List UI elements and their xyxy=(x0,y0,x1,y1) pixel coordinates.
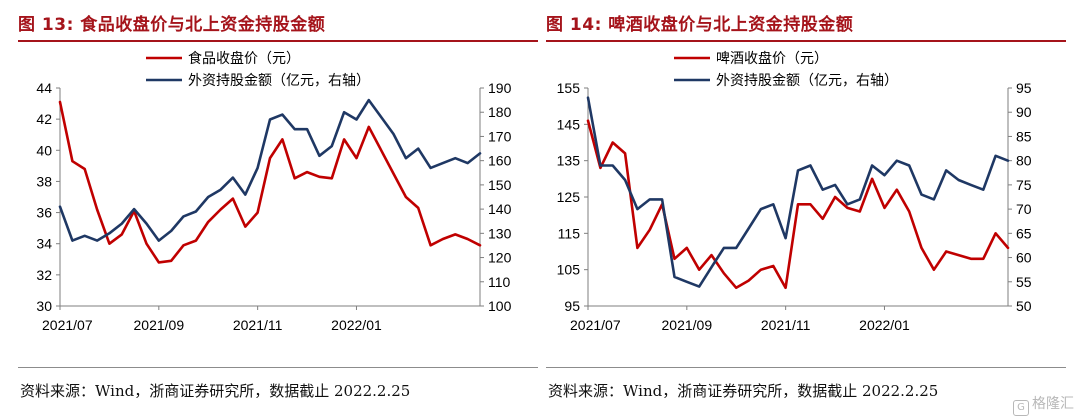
legend-price-label: 食品收盘价（元） xyxy=(188,50,300,66)
y-right-tick-label: 90 xyxy=(1016,104,1032,120)
y-left-tick-label: 42 xyxy=(36,111,52,127)
y-right-tick-label: 60 xyxy=(1016,250,1032,266)
y-right-tick-label: 75 xyxy=(1016,177,1032,193)
y-right-tick-label: 130 xyxy=(488,225,512,241)
y-left-tick-label: 40 xyxy=(36,142,52,158)
y-left-tick-label: 30 xyxy=(36,298,52,314)
watermark: G 格隆汇 xyxy=(1013,393,1074,416)
price-series-line xyxy=(58,100,482,264)
x-tick-label: 2021/07 xyxy=(42,317,93,333)
title-divider xyxy=(18,40,538,42)
y-left-tick-label: 105 xyxy=(557,262,581,278)
y-right-tick-label: 170 xyxy=(488,128,512,144)
food-chart-plot: 30 32 34 36 38 40 42 44 100 110 120 130 140 150 160 170… xyxy=(36,50,512,333)
y-right-tick-label: 95 xyxy=(1016,80,1032,96)
y-right-tick-label: 110 xyxy=(488,274,511,290)
y-right-tick-label: 85 xyxy=(1016,128,1032,144)
y-right-tick-label: 50 xyxy=(1016,298,1032,314)
legend-holding-label: 外资持股金额（亿元，右轴） xyxy=(188,72,370,88)
y-left-tick-label: 32 xyxy=(36,267,52,283)
y-left-tick-label: 44 xyxy=(36,80,52,96)
source-divider xyxy=(546,367,1066,368)
y-left-tick-label: 36 xyxy=(36,205,52,221)
y-right-tick-label: 80 xyxy=(1016,153,1032,169)
y-right-tick-label: 160 xyxy=(488,153,512,169)
y-left-tick-label: 135 xyxy=(557,153,581,169)
y-right-tick-label: 120 xyxy=(488,250,512,266)
y-right-tick-label: 150 xyxy=(488,177,512,193)
title-divider xyxy=(546,40,1066,42)
x-tick-label: 2021/11 xyxy=(233,317,283,333)
y-left-tick-label: 38 xyxy=(36,173,52,189)
x-tick-label: 2022/01 xyxy=(859,317,910,333)
y-right-tick-label: 65 xyxy=(1016,225,1032,241)
beer-chart-plot: 95 105 115 125 135 145 155 50 55 60 65 70 75 80 85 90 95… xyxy=(557,50,1032,333)
legend-price-label: 啤酒收盘价（元） xyxy=(716,50,828,66)
watermark-text: 格隆汇 xyxy=(1032,396,1074,412)
y-right-tick-label: 100 xyxy=(488,298,512,314)
y-left-tick-label: 145 xyxy=(557,116,581,132)
y-left-tick-label: 115 xyxy=(558,225,581,241)
x-tick-label: 2022/01 xyxy=(331,317,382,333)
x-tick-label: 2021/11 xyxy=(761,317,811,333)
y-left-tick-label: 34 xyxy=(36,236,52,252)
legend-holding-label: 外资持股金额（亿元，右轴） xyxy=(716,72,898,88)
chart-panel-food: 图 13: 食品收盘价与北上资金持股金额 30 32 34 36 38 40 42 44 100… xyxy=(18,0,538,420)
holding-series-line xyxy=(58,98,482,242)
x-tick-label: 2021/09 xyxy=(134,317,185,333)
source-note: 资料来源：Wind，浙商证券研究所，数据截止 2022.2.25 xyxy=(548,382,939,400)
y-right-tick-label: 70 xyxy=(1016,201,1032,217)
y-right-tick-label: 55 xyxy=(1016,274,1032,290)
y-left-tick-label: 95 xyxy=(564,298,580,314)
y-left-tick-label: 155 xyxy=(557,80,581,96)
x-tick-label: 2021/07 xyxy=(570,317,621,333)
y-right-tick-label: 180 xyxy=(488,104,512,120)
chart-panel-beer: 图 14: 啤酒收盘价与北上资金持股金额 95 105 115 125 135 145 15… xyxy=(546,0,1066,420)
chart-title: 图 14: 啤酒收盘价与北上资金持股金额 xyxy=(546,15,854,35)
source-divider xyxy=(18,367,538,368)
y-left-tick-label: 125 xyxy=(557,189,581,205)
y-right-tick-label: 190 xyxy=(488,80,512,96)
price-series-line xyxy=(586,119,1010,290)
source-note: 资料来源：Wind，浙商证券研究所，数据截止 2022.2.25 xyxy=(20,382,411,400)
holding-series-line xyxy=(586,96,1010,288)
chart-title: 图 13: 食品收盘价与北上资金持股金额 xyxy=(18,15,326,35)
y-right-tick-label: 140 xyxy=(488,201,512,217)
x-tick-label: 2021/09 xyxy=(662,317,713,333)
watermark-logo-icon: G xyxy=(1013,400,1029,416)
